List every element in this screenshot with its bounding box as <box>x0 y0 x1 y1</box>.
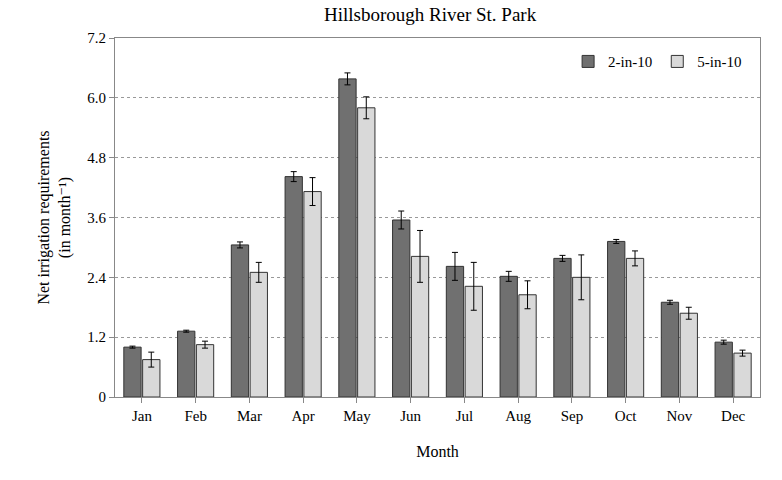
svg-text:Nov: Nov <box>666 408 692 424</box>
svg-text:Aug: Aug <box>505 408 531 424</box>
svg-text:May: May <box>343 408 371 424</box>
svg-text:6.0: 6.0 <box>87 90 106 106</box>
svg-text:Jun: Jun <box>400 408 421 424</box>
svg-text:7.2: 7.2 <box>87 30 106 46</box>
svg-text:Net irrigation requirements(in: Net irrigation requirements(in month⁻¹) <box>35 130 74 304</box>
svg-text:Month: Month <box>416 443 459 460</box>
svg-text:2.4: 2.4 <box>87 270 106 286</box>
svg-text:Jan: Jan <box>132 408 152 424</box>
svg-text:Dec: Dec <box>721 408 745 424</box>
svg-text:0: 0 <box>99 389 107 405</box>
svg-text:1.2: 1.2 <box>87 329 106 345</box>
svg-text:4.8: 4.8 <box>87 150 106 166</box>
svg-text:Oct: Oct <box>615 408 637 424</box>
svg-text:Feb: Feb <box>184 408 207 424</box>
svg-text:Apr: Apr <box>291 408 314 424</box>
svg-text:3.6: 3.6 <box>87 210 106 226</box>
svg-text:Mar: Mar <box>237 408 262 424</box>
svg-text:Hillsborough River St. Park: Hillsborough River St. Park <box>324 4 537 25</box>
svg-text:2-in-10: 2-in-10 <box>608 54 652 70</box>
svg-text:Sep: Sep <box>561 408 584 424</box>
svg-text:5-in-10: 5-in-10 <box>697 54 741 70</box>
svg-text:Jul: Jul <box>456 408 474 424</box>
